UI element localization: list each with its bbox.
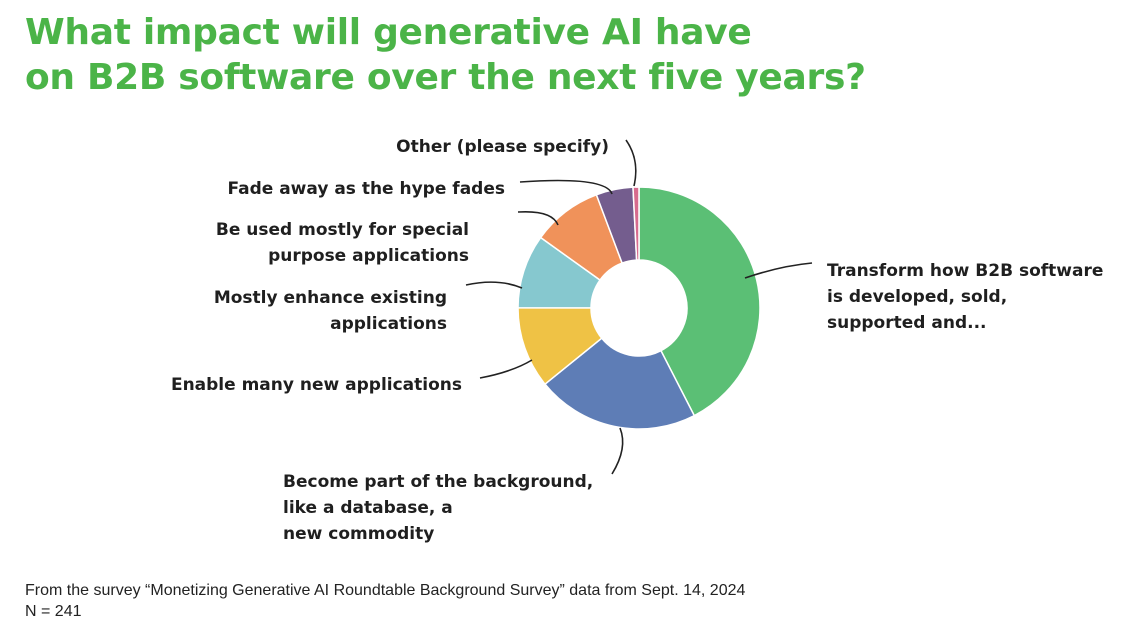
slice-label-5: Be used mostly for special purpose applic… bbox=[216, 220, 469, 266]
slice-label-line: Transform how B2B software bbox=[827, 261, 1103, 281]
slice-label-line: new commodity bbox=[283, 524, 434, 544]
chart-title: What impact will generative AI have on B… bbox=[25, 10, 866, 100]
label-connector-6 bbox=[519, 179, 613, 195]
slice-label-line: like a database, a bbox=[283, 498, 453, 518]
slice-label-6: Fade away as the hype fades bbox=[227, 179, 505, 199]
label-connector-1 bbox=[744, 262, 813, 279]
slice-label-3: Enable many new applications bbox=[171, 375, 462, 395]
chart-footer: From the survey “Monetizing Generative A… bbox=[25, 580, 745, 622]
slice-label-line: Mostly enhance existing bbox=[214, 288, 447, 308]
slice-label-4: Mostly enhance existing applications bbox=[214, 288, 447, 334]
source-note: From the survey “Monetizing Generative A… bbox=[25, 582, 746, 599]
donut-hole bbox=[591, 260, 687, 356]
slice-label-line: Fade away as the hype fades bbox=[227, 179, 505, 199]
sample-size: N = 241 bbox=[25, 603, 82, 620]
slice-label-line: applications bbox=[330, 314, 447, 334]
label-connector-5 bbox=[517, 210, 559, 226]
label-connector-7 bbox=[625, 139, 637, 187]
slice-label-line: Enable many new applications bbox=[171, 375, 462, 395]
slice-label-line: purpose applications bbox=[268, 246, 469, 266]
chart-title-line-2: on B2B software over the next five years… bbox=[25, 57, 866, 98]
label-connector-4 bbox=[465, 281, 523, 289]
label-connector-3 bbox=[479, 359, 533, 379]
slice-label-line: Be used mostly for special bbox=[216, 220, 469, 240]
slice-label-2: Become part of the background, like a dat… bbox=[283, 472, 593, 544]
slice-label-1: Transform how B2B software is developed, … bbox=[827, 261, 1103, 333]
slice-label-line: is developed, sold, bbox=[827, 287, 1007, 307]
slice-label-7: Other (please specify) bbox=[396, 137, 609, 157]
label-connector-2 bbox=[611, 427, 624, 475]
slice-label-line: Become part of the background, bbox=[283, 472, 593, 492]
slice-label-line: supported and... bbox=[827, 313, 986, 333]
chart-title-line-1: What impact will generative AI have bbox=[25, 12, 752, 53]
slice-label-line: Other (please specify) bbox=[396, 137, 609, 157]
